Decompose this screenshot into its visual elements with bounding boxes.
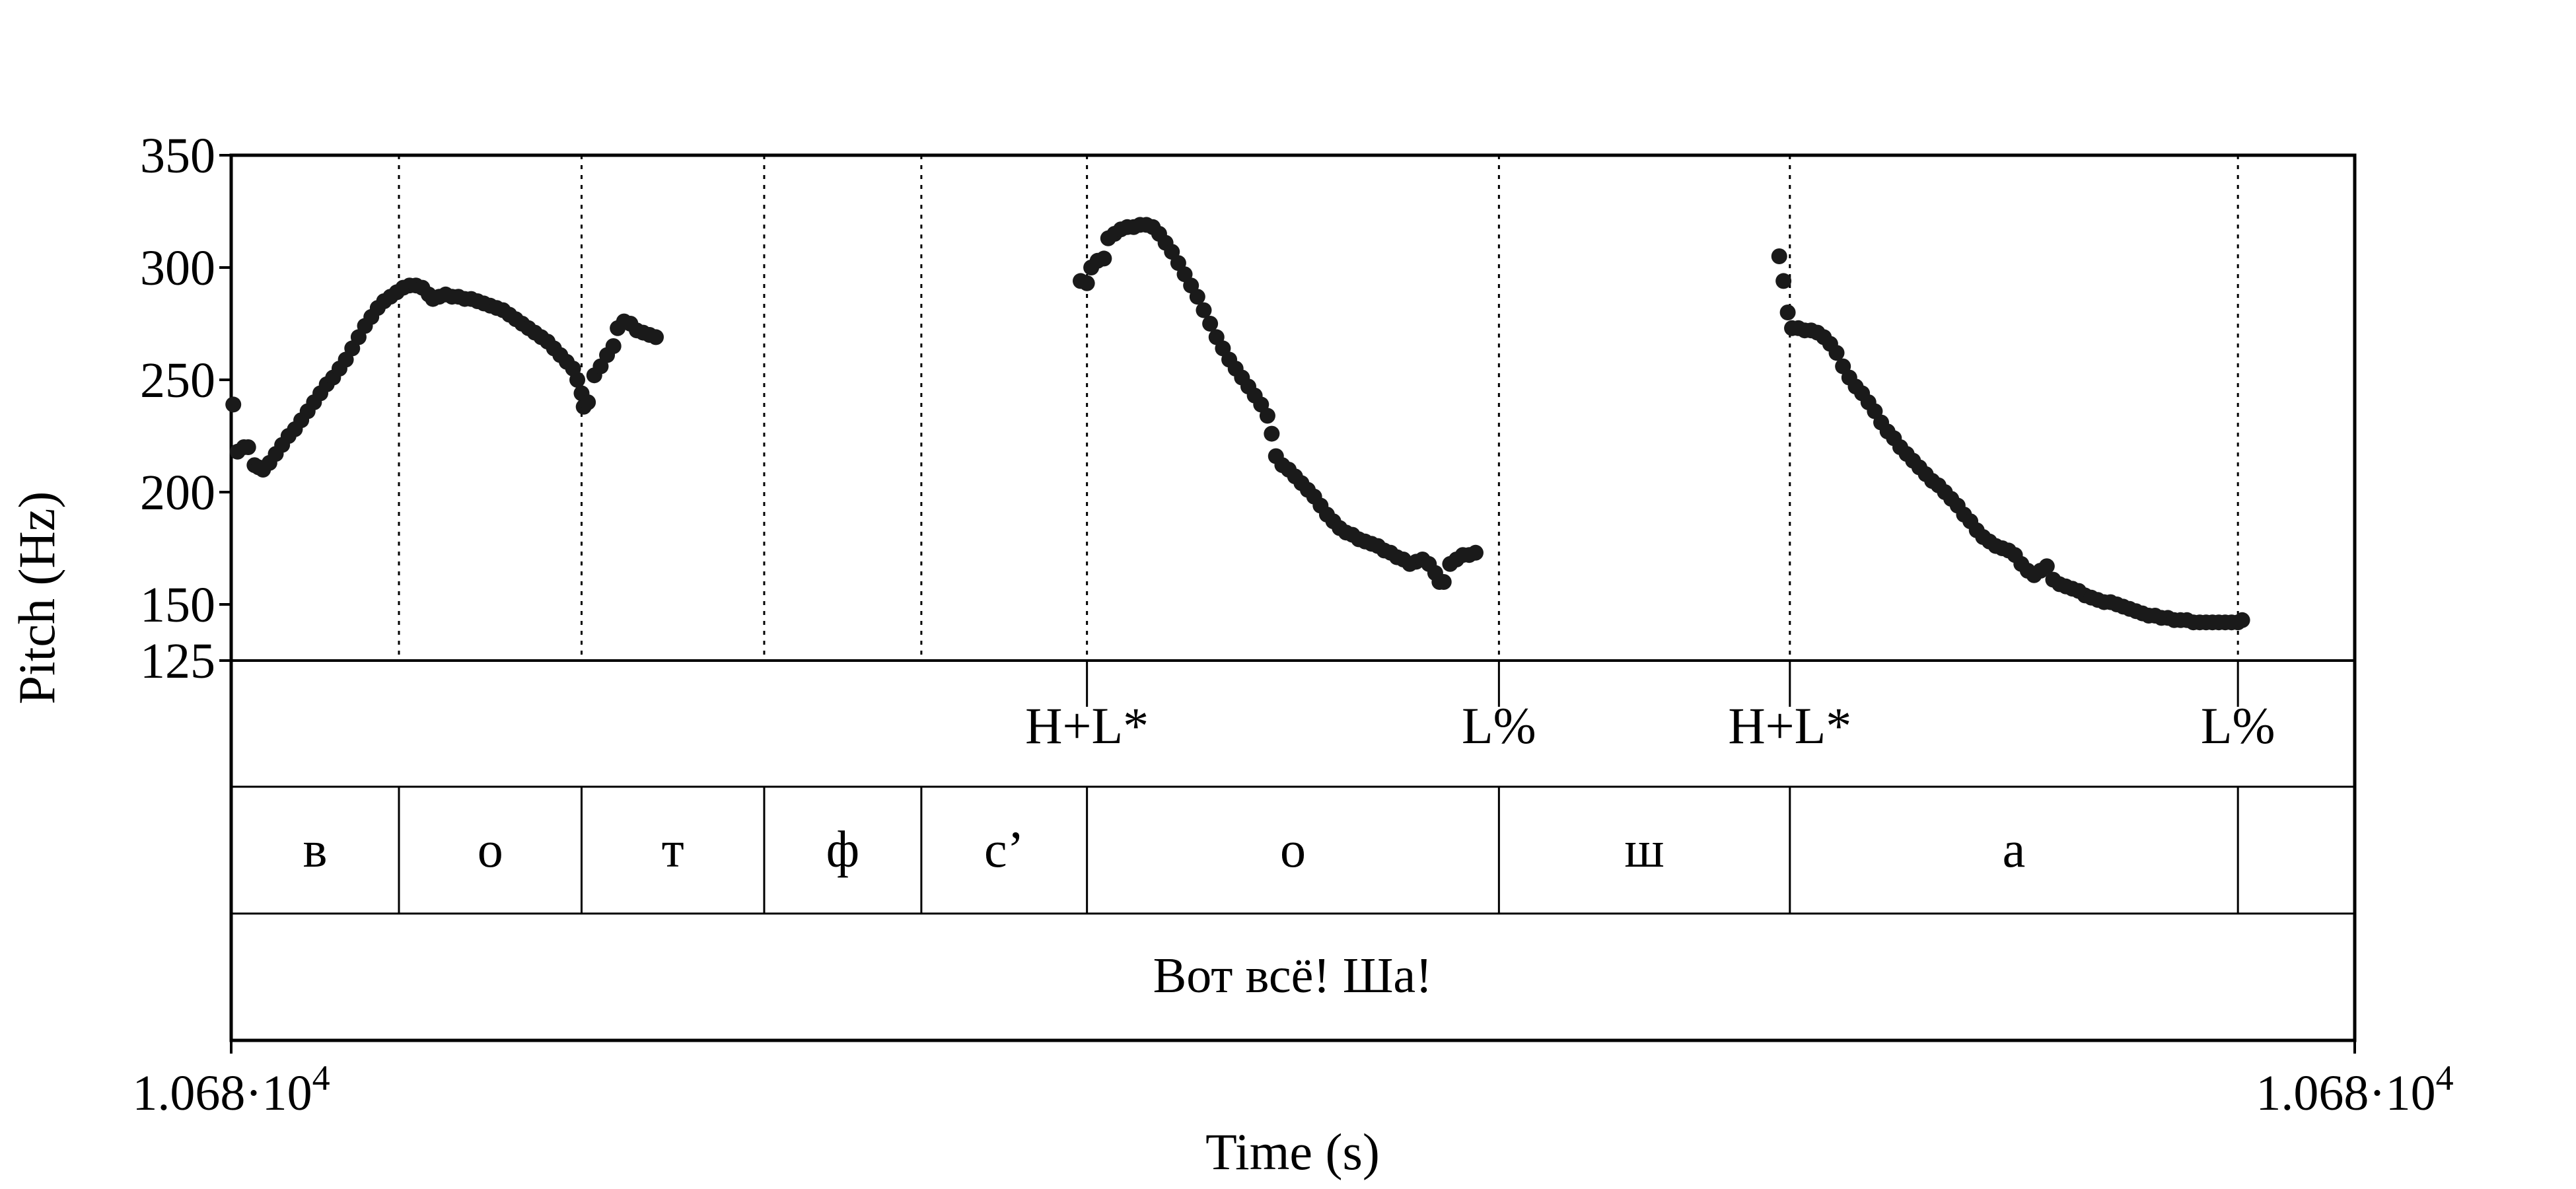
x-axis-label: Time (s) <box>1205 1123 1380 1180</box>
tone-label: H+L* <box>1728 697 1851 754</box>
pitch-point <box>1079 275 1095 291</box>
pitch-point <box>569 372 586 388</box>
outer-frame <box>229 153 2357 1042</box>
x-tick-label: 1.068·104 <box>2256 1058 2453 1121</box>
pitch-point <box>1259 408 1275 424</box>
pitch-point <box>1828 345 1845 361</box>
tone-label: L% <box>1462 697 1536 754</box>
y-tick-label: 300 <box>140 240 215 296</box>
y-tick-label: 250 <box>140 353 215 408</box>
x-tick-label: 1.068·104 <box>132 1058 330 1121</box>
segment-label: о <box>478 820 503 878</box>
segment-label: в <box>303 820 328 878</box>
pitch-point <box>2038 558 2055 575</box>
y-tick-label: 350 <box>140 128 215 184</box>
y-tick-label: 150 <box>140 577 215 633</box>
y-axis-label: Pitch (Hz) <box>8 491 65 705</box>
segment-label: а <box>2003 820 2026 878</box>
pitch-point <box>1264 425 1280 442</box>
pitch-point <box>1096 250 1112 267</box>
pitch-point <box>1202 316 1219 332</box>
pitch-point <box>240 439 256 455</box>
y-tick-label: 125 <box>140 633 215 689</box>
segments-tier: в о т ф с’ о ш а <box>303 820 2026 878</box>
sentence-tier-label: Вот всё! Ша! <box>1153 948 1433 1003</box>
pitch-point <box>1771 248 1787 264</box>
pitch-point <box>2234 612 2250 628</box>
segment-label: ш <box>1625 820 1664 878</box>
tone-label: L% <box>2201 697 2275 754</box>
pitch-point <box>1435 574 1452 590</box>
pitch-point <box>225 396 242 413</box>
tone-label: H+L* <box>1025 697 1149 754</box>
pitch-point <box>1775 273 1792 289</box>
segment-label: т <box>662 820 684 878</box>
x-axis: 1.068·104 1.068·104 <box>132 1040 2454 1121</box>
pitch-point <box>1467 544 1484 561</box>
segment-label: с’ <box>984 820 1024 878</box>
boundary-lines <box>398 155 2239 914</box>
segment-label: о <box>1280 820 1306 878</box>
pitch-point <box>1196 302 1212 318</box>
y-tick-label: 200 <box>140 465 215 521</box>
pitch-point <box>605 338 622 354</box>
tones-tier: H+L* L% H+L* L% <box>1025 697 2275 754</box>
pitch-point <box>580 394 596 410</box>
pitch-point <box>1189 289 1205 305</box>
pitch-points <box>225 217 2250 631</box>
pitch-point <box>1779 305 1796 320</box>
pitch-point <box>648 329 664 345</box>
segment-label: ф <box>826 820 860 878</box>
